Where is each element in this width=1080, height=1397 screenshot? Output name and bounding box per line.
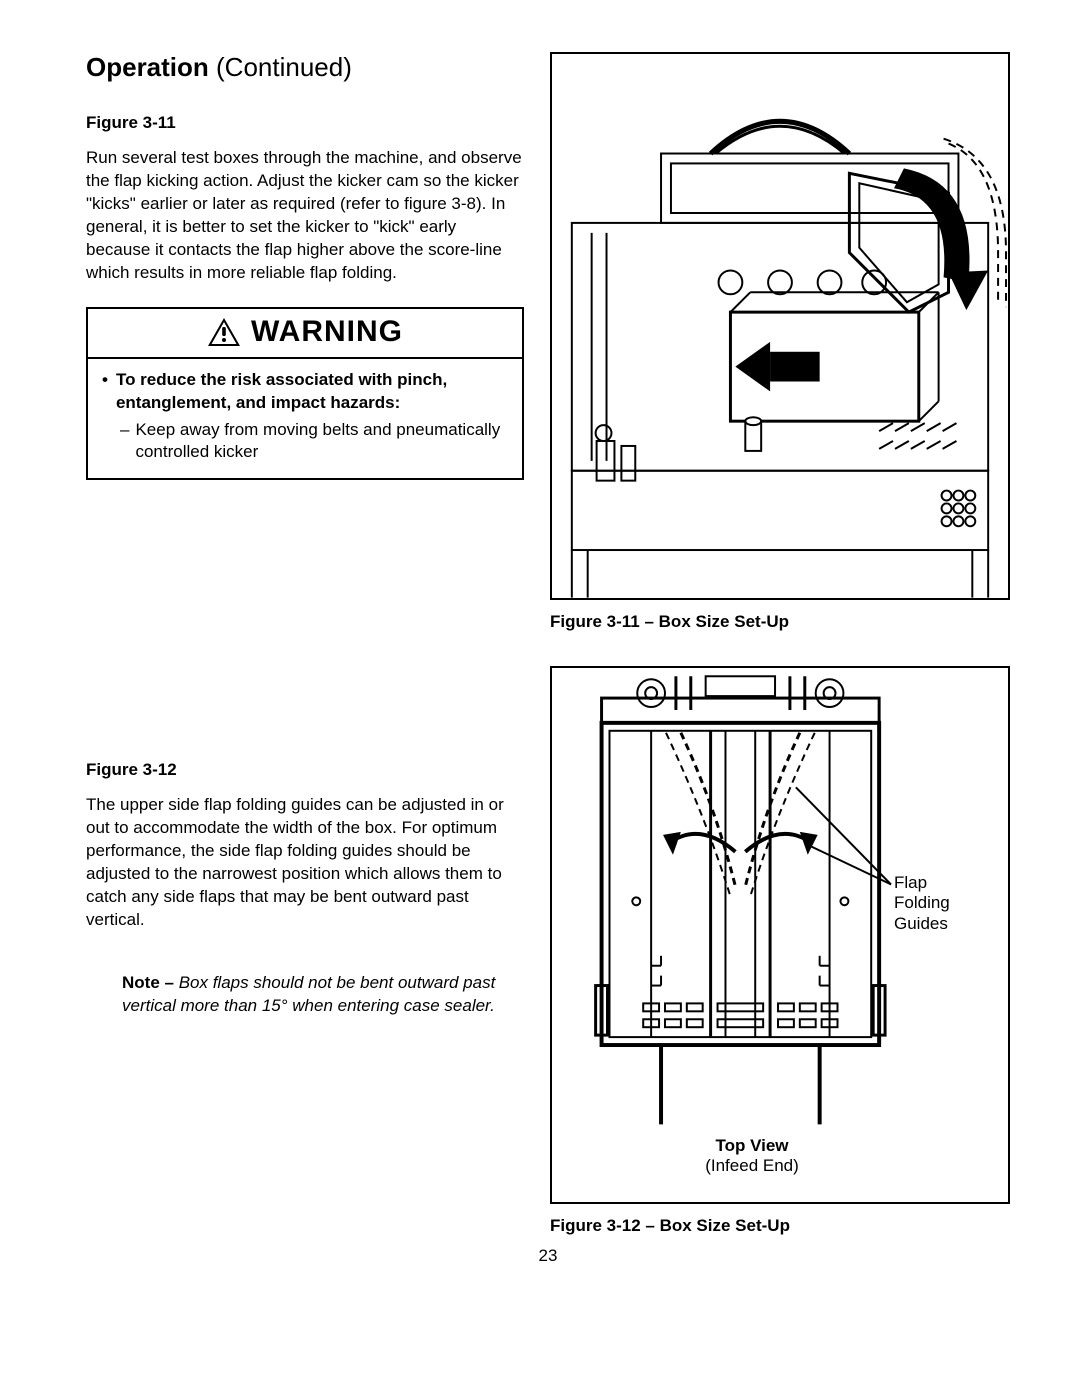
title-bold: Operation bbox=[86, 52, 209, 82]
title-rest: (Continued) bbox=[209, 52, 352, 82]
warning-header: WARNING bbox=[88, 309, 522, 359]
figure-312-note: Note – Box flaps should not be bent outw… bbox=[86, 972, 524, 1018]
warning-dash-text: Keep away from moving belts and pneumati… bbox=[135, 419, 508, 465]
warning-body: • To reduce the risk associated with pin… bbox=[102, 359, 508, 465]
flap-guides-label: Flap Folding Guides bbox=[894, 873, 950, 934]
figure-312-caption: Figure 3-12 – Box Size Set-Up bbox=[550, 1216, 1010, 1236]
warning-title: WARNING bbox=[251, 315, 403, 349]
warning-bullet: To reduce the risk associated with pinch… bbox=[116, 369, 508, 415]
warning-triangle-icon bbox=[207, 317, 241, 347]
figure-311-body: Run several test boxes through the machi… bbox=[86, 147, 524, 285]
figure-311-caption: Figure 3-11 – Box Size Set-Up bbox=[550, 612, 1010, 632]
page-number: 23 bbox=[86, 1246, 1010, 1266]
top-view-label: Top View (Infeed End) bbox=[702, 1136, 802, 1177]
figure-312-svg bbox=[552, 668, 1008, 1202]
dash: – bbox=[120, 419, 129, 465]
figure-311-label: Figure 3-11 bbox=[86, 113, 524, 133]
figure-312-label: Figure 3-12 bbox=[86, 760, 524, 780]
figure-311-illustration bbox=[550, 52, 1010, 600]
note-lead: Note – bbox=[122, 973, 179, 992]
figure-311-svg bbox=[552, 54, 1008, 598]
bullet-dot: • bbox=[102, 369, 108, 415]
figure-312-body: The upper side flap folding guides can b… bbox=[86, 794, 524, 932]
note-body: Box flaps should not be bent outward pas… bbox=[122, 973, 495, 1015]
section-title: Operation (Continued) bbox=[86, 52, 524, 83]
warning-box: WARNING • To reduce the risk associated … bbox=[86, 307, 524, 481]
figure-312-illustration: Flap Folding Guides Top View (Infeed End… bbox=[550, 666, 1010, 1204]
